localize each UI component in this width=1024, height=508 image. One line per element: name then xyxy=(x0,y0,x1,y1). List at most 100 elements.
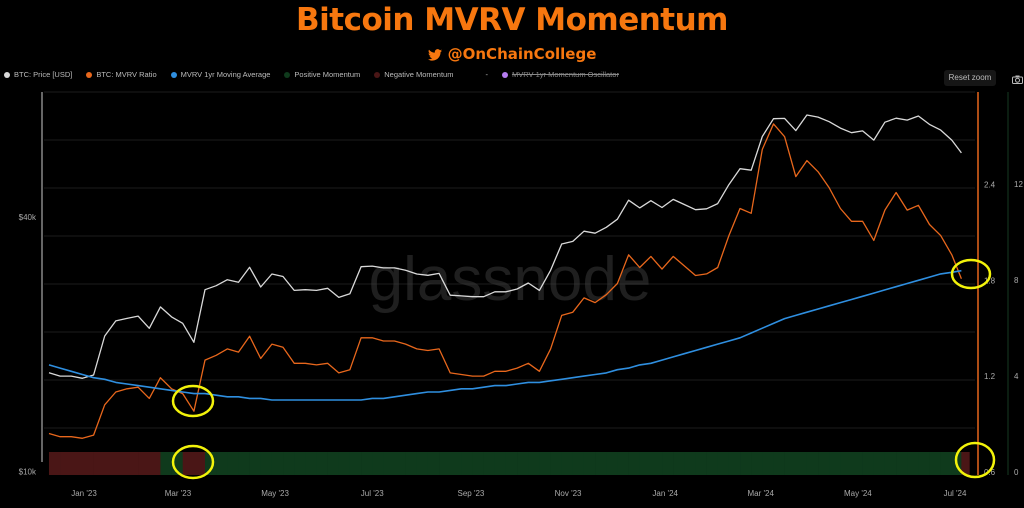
positive-momentum-bar xyxy=(249,452,262,475)
negative-momentum-bar xyxy=(149,452,161,475)
legend-item-positive-momentum[interactable]: Positive Momentum xyxy=(284,70,360,79)
negative-momentum-bar xyxy=(182,452,195,475)
highlight-circle xyxy=(950,258,992,290)
oscillator-tick-label: 8 xyxy=(1014,276,1019,285)
positive-momentum-bar xyxy=(639,452,652,475)
positive-momentum-bar xyxy=(896,452,908,475)
legend-item-moving-average[interactable]: MVRV 1yr Moving Average xyxy=(170,70,271,79)
legend-label: MVRV 1yr Moving Average xyxy=(180,70,271,79)
negative-momentum-bar xyxy=(961,452,970,475)
positive-momentum-bar xyxy=(784,452,797,475)
positive-momentum-bar xyxy=(439,452,451,475)
negative-momentum-bar xyxy=(126,452,139,475)
positive-momentum-bar xyxy=(684,452,696,475)
reset-zoom-button[interactable]: Reset zoom xyxy=(944,70,996,86)
legend-item-price[interactable]: BTC: Price [USD] xyxy=(4,70,72,79)
positive-momentum-bar xyxy=(595,452,607,475)
legend-label: Negative Momentum xyxy=(384,70,454,79)
positive-momentum-bar xyxy=(829,452,841,475)
x-tick-label: May '24 xyxy=(844,489,872,498)
moving-average-line xyxy=(48,269,962,401)
positive-momentum-bar xyxy=(884,452,897,475)
negative-momentum-bar xyxy=(138,452,150,475)
x-tick-label: Nov '23 xyxy=(555,489,582,498)
twitter-handle: @OnChainCollege xyxy=(0,45,1024,63)
positive-momentum-bar xyxy=(862,452,875,475)
positive-momentum-bar xyxy=(918,452,930,475)
camera-icon[interactable] xyxy=(1012,71,1023,89)
legend-item-oscillator[interactable]: MVRV 1yr Momentum Oscillator xyxy=(501,70,619,79)
legend-item-negative-momentum[interactable]: Negative Momentum xyxy=(374,70,453,79)
highlight-circle xyxy=(954,441,996,479)
mvrv-tick-label: 1.8 xyxy=(984,276,996,285)
x-tick-label: Mar '24 xyxy=(748,489,775,498)
positive-momentum-bar xyxy=(795,452,808,475)
positive-momentum-bar xyxy=(461,452,473,475)
positive-momentum-bar xyxy=(517,452,529,475)
positive-momentum-bar xyxy=(806,452,819,475)
oscillator-tick-label: 12 xyxy=(1014,180,1023,189)
x-tick-label: May '23 xyxy=(261,489,289,498)
positive-momentum-bar xyxy=(740,452,752,475)
x-tick-label: Jul '24 xyxy=(944,489,967,498)
positive-momentum-bar xyxy=(550,452,562,475)
positive-momentum-bar xyxy=(650,452,663,475)
positive-momentum-bar xyxy=(338,452,351,475)
negative-momentum-bar xyxy=(71,452,83,475)
glassnode-watermark: glassnode xyxy=(369,245,652,314)
mvrv-tick-label: 2.4 xyxy=(984,181,996,190)
positive-momentum-bar xyxy=(294,452,306,475)
negative-momentum-bar xyxy=(193,452,206,475)
legend-item-dash[interactable]: - xyxy=(485,70,488,79)
positive-momentum-bar xyxy=(561,452,574,475)
positive-momentum-bar xyxy=(316,452,328,475)
positive-momentum-bar xyxy=(171,452,184,475)
price-tick-label: $40k xyxy=(19,213,37,222)
positive-momentum-bar xyxy=(929,452,941,475)
axis-ticks: Jan '23 Mar '23 May '23 Jul '23 Sep '23 Nov '… xyxy=(19,180,1024,498)
legend-label: Positive Momentum xyxy=(294,70,361,79)
chart-title: Bitcoin MVRV Momentum xyxy=(296,2,728,38)
legend-label: MVRV 1yr Momentum Oscillator xyxy=(511,70,619,79)
mvrv-tick-label: 1.2 xyxy=(984,372,996,381)
positive-momentum-bar xyxy=(940,452,953,475)
x-tick-label: Jan '23 xyxy=(71,489,97,498)
positive-momentum-bar xyxy=(907,452,919,475)
oscillator-tick-label: 4 xyxy=(1014,372,1019,381)
positive-momentum-bar xyxy=(283,452,295,475)
negative-momentum-bar xyxy=(60,452,72,475)
positive-momentum-bar xyxy=(394,452,406,475)
positive-momentum-bar xyxy=(673,452,685,475)
positive-momentum-bar xyxy=(695,452,707,475)
positive-momentum-bar xyxy=(416,452,429,475)
x-tick-label: Jul '23 xyxy=(361,489,384,498)
negative-momentum-bar xyxy=(82,452,94,475)
mvrv-ratio-line xyxy=(48,123,963,439)
positive-momentum-bar xyxy=(751,452,763,475)
legend-item-mvrv[interactable]: BTC: MVRV Ratio xyxy=(86,70,157,79)
positive-momentum-bar xyxy=(873,452,886,475)
negative-momentum-bar xyxy=(115,452,128,475)
legend: BTC: Price [USD] BTC: MVRV Ratio MVRV 1y… xyxy=(4,70,633,79)
positive-momentum-bar xyxy=(483,452,496,475)
price-tick-label: $10k xyxy=(19,467,37,476)
negative-momentum-bar xyxy=(48,452,61,475)
highlight-circle xyxy=(171,444,215,480)
positive-momentum-bar xyxy=(662,452,674,475)
positive-momentum-bar xyxy=(840,452,852,475)
legend-dot-icon xyxy=(170,71,177,78)
positive-momentum-bar xyxy=(205,452,217,475)
legend-dot-icon xyxy=(501,71,508,78)
positive-momentum-bar xyxy=(260,452,273,475)
legend-dot-icon xyxy=(4,71,10,78)
gridlines xyxy=(44,91,975,429)
legend-label: BTC: Price [USD] xyxy=(14,70,73,79)
positive-momentum-bar xyxy=(628,452,641,475)
positive-momentum-bar xyxy=(505,452,518,475)
handle-text: @OnChainCollege xyxy=(447,45,597,63)
momentum-bars xyxy=(48,452,970,475)
positive-momentum-bar xyxy=(818,452,830,475)
positive-momentum-bar xyxy=(539,452,551,475)
positive-momentum-bar xyxy=(528,452,540,475)
